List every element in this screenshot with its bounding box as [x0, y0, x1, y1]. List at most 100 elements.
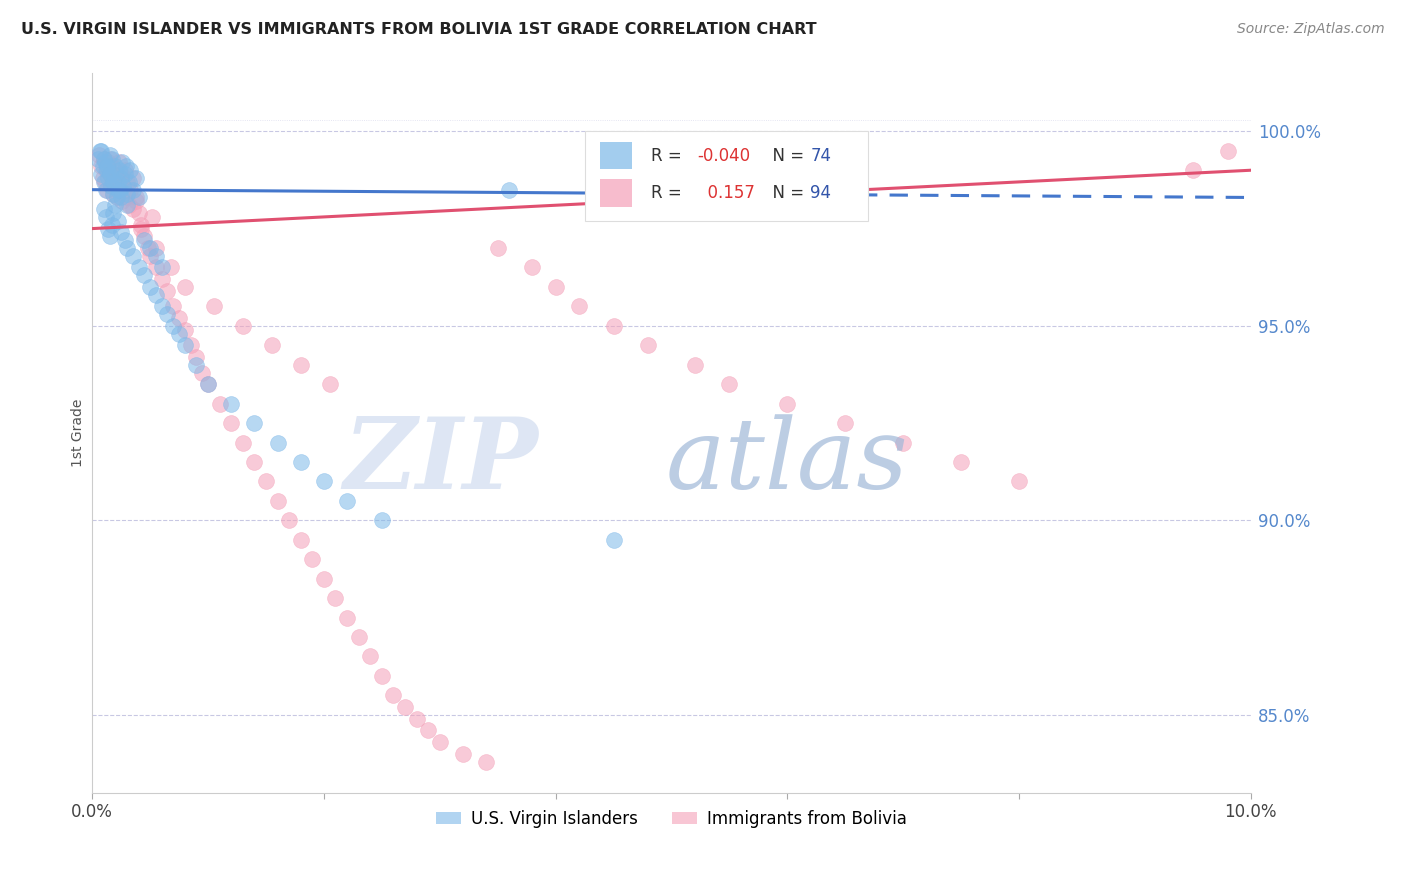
Point	[93, 175, 115, 189]
Point	[96, 159, 118, 173]
Point	[98, 147, 121, 161]
Point	[197, 377, 219, 392]
Point	[301, 552, 323, 566]
Point	[97, 221, 120, 235]
Point	[104, 159, 127, 173]
Point	[134, 233, 156, 247]
Point	[91, 159, 114, 173]
Point	[87, 152, 110, 166]
Text: U.S. VIRGIN ISLANDER VS IMMIGRANTS FROM BOLIVIA 1ST GRADE CORRELATION CHART: U.S. VIRGIN ISLANDER VS IMMIGRANTS FROM …	[21, 22, 817, 37]
Point	[104, 198, 127, 212]
Point	[121, 171, 143, 186]
Text: atlas: atlas	[666, 414, 908, 509]
Bar	[599, 142, 633, 169]
Point	[602, 318, 624, 333]
Point	[278, 513, 301, 527]
Point	[359, 649, 381, 664]
Point	[91, 171, 114, 186]
Point	[950, 455, 973, 469]
Point	[162, 318, 184, 333]
Point	[94, 155, 117, 169]
Point	[371, 513, 394, 527]
Point	[318, 377, 340, 392]
Point	[150, 299, 173, 313]
Point	[312, 572, 335, 586]
Point	[125, 194, 148, 209]
Point	[162, 299, 184, 313]
Point	[115, 198, 138, 212]
Point	[98, 152, 121, 166]
Point	[94, 175, 117, 189]
Point	[290, 455, 312, 469]
Point	[371, 669, 394, 683]
Point	[101, 152, 124, 166]
Text: R =: R =	[651, 147, 686, 165]
Point	[110, 190, 132, 204]
Point	[101, 159, 124, 173]
Point	[219, 397, 242, 411]
Point	[325, 591, 347, 606]
Point	[418, 723, 440, 738]
Point	[114, 159, 136, 173]
Point	[336, 494, 359, 508]
Point	[111, 194, 134, 209]
Point	[98, 167, 121, 181]
Point	[191, 366, 214, 380]
Point	[105, 190, 128, 204]
Point	[89, 144, 111, 158]
Point	[110, 167, 132, 181]
Point	[405, 712, 427, 726]
Point	[108, 163, 131, 178]
Point	[145, 241, 167, 255]
Point	[683, 358, 706, 372]
Point	[139, 241, 162, 255]
Point	[136, 241, 159, 255]
Point	[120, 163, 142, 178]
Point	[156, 284, 179, 298]
Point	[208, 397, 231, 411]
Point	[128, 260, 150, 275]
Point	[90, 159, 112, 173]
Y-axis label: 1st Grade: 1st Grade	[72, 399, 86, 467]
Point	[97, 155, 120, 169]
Point	[96, 183, 118, 197]
Point	[134, 268, 156, 283]
Point	[105, 190, 128, 204]
Point	[776, 397, 799, 411]
Point	[568, 299, 591, 313]
Point	[118, 175, 141, 189]
Point	[115, 175, 138, 189]
Point	[104, 163, 127, 178]
Point	[173, 338, 195, 352]
Point	[101, 186, 124, 201]
Point	[101, 218, 124, 232]
Point	[94, 163, 117, 178]
Point	[103, 167, 125, 181]
Point	[150, 272, 173, 286]
Point	[110, 171, 132, 186]
Point	[637, 338, 659, 352]
Point	[186, 358, 208, 372]
Point	[243, 455, 266, 469]
Point	[114, 167, 136, 181]
Point	[232, 318, 254, 333]
Point	[121, 202, 143, 216]
Point	[202, 299, 225, 313]
Point	[429, 735, 451, 749]
Point	[114, 190, 136, 204]
Text: 0.157: 0.157	[697, 184, 755, 202]
Point	[522, 260, 544, 275]
Point	[156, 307, 179, 321]
Point	[100, 178, 122, 193]
Point	[160, 260, 183, 275]
Point	[260, 338, 283, 352]
Point	[112, 178, 135, 193]
Text: ZIP: ZIP	[343, 413, 538, 510]
Point	[382, 689, 405, 703]
Point	[232, 435, 254, 450]
Point	[108, 183, 131, 197]
Point	[115, 186, 138, 201]
Point	[128, 190, 150, 204]
Point	[110, 226, 132, 240]
Point	[101, 186, 124, 201]
